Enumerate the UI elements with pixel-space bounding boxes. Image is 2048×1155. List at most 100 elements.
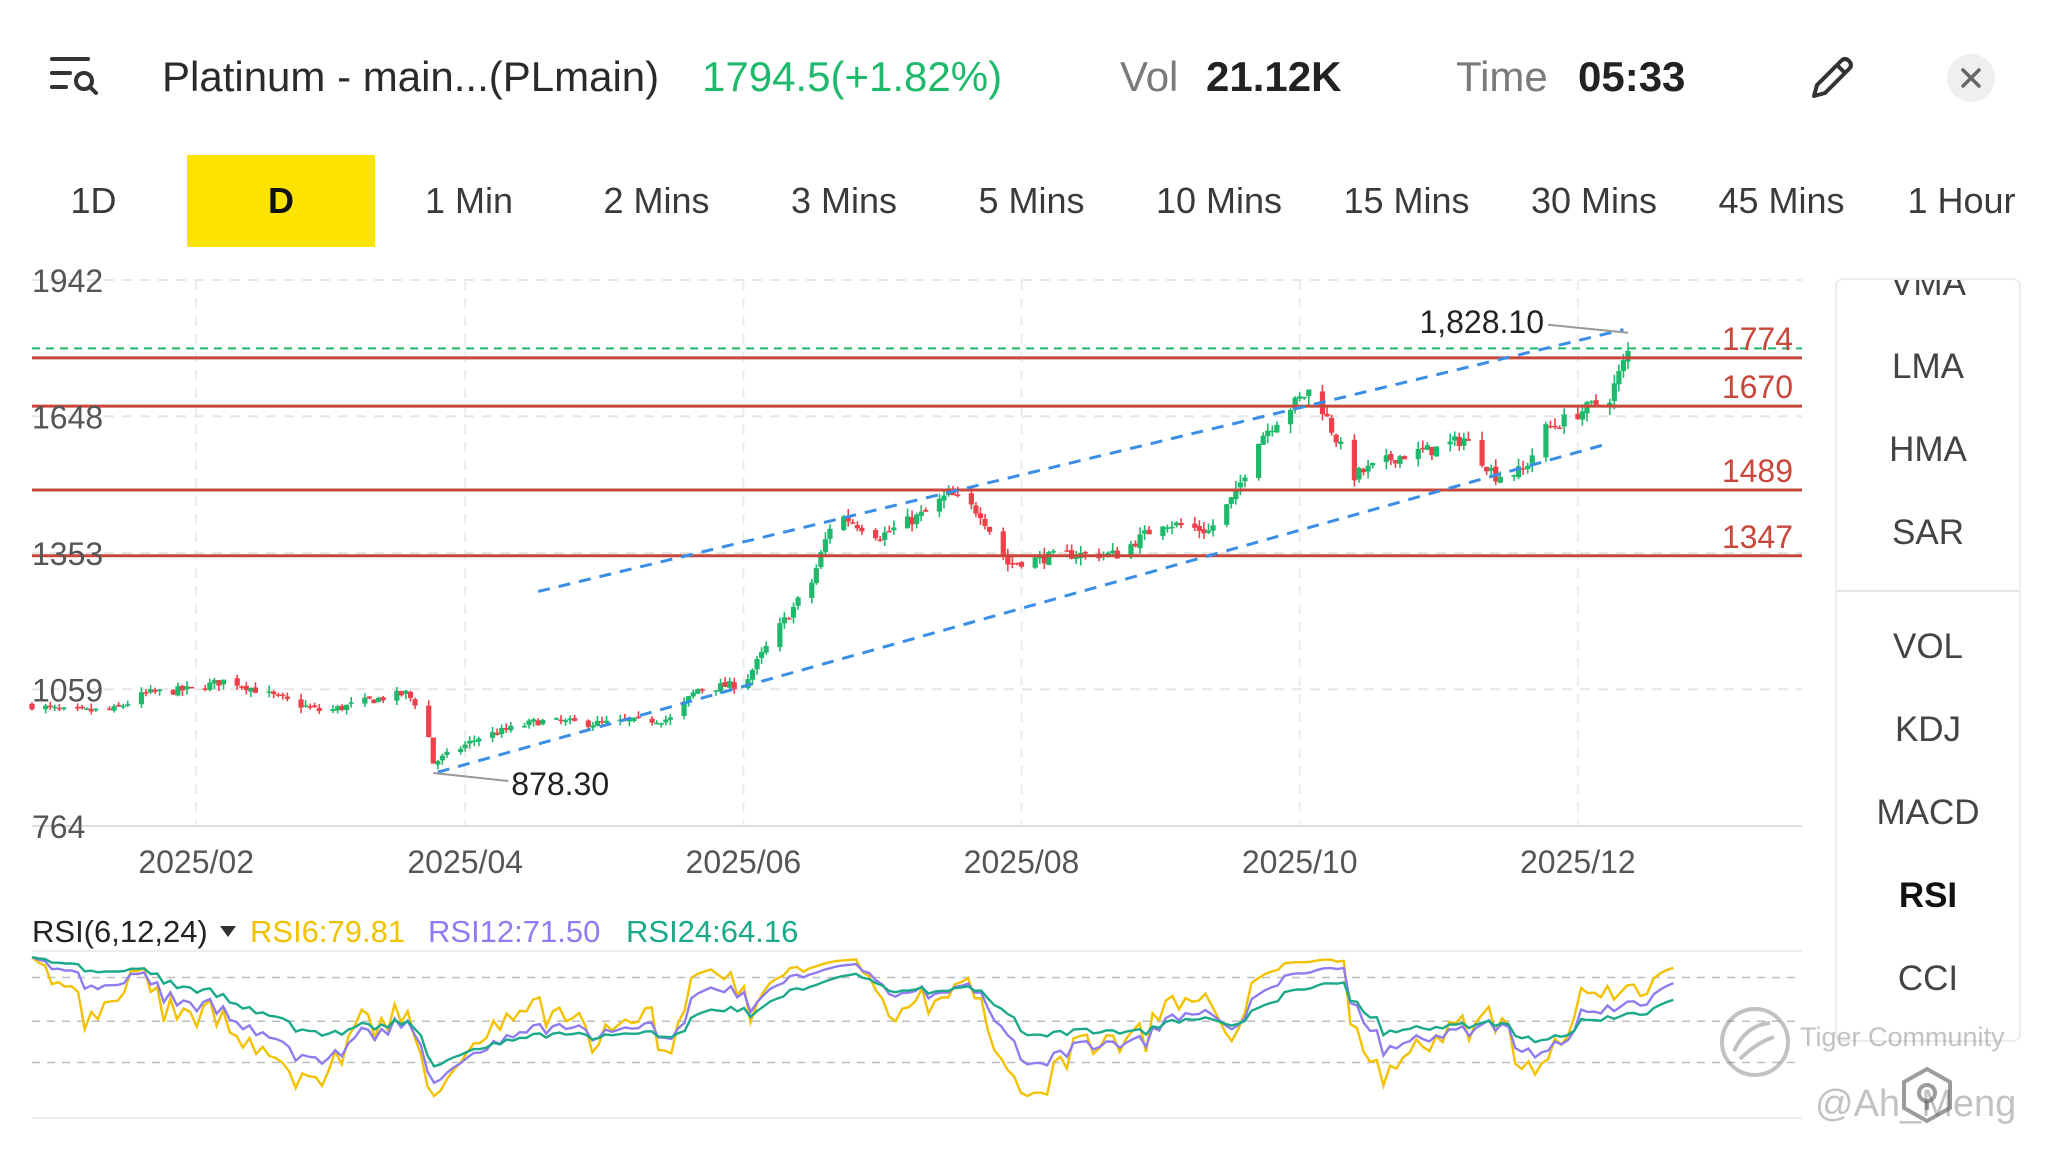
candle-body	[1137, 534, 1143, 549]
candle-body	[1132, 543, 1139, 547]
candle-body	[1401, 456, 1408, 460]
candle-body	[690, 692, 696, 697]
tab-5-mins[interactable]: 5 Mins	[978, 180, 1085, 221]
candle-body	[1160, 526, 1166, 536]
indicator-vma[interactable]: VMA	[1890, 278, 1966, 303]
support-label: 1489	[1722, 453, 1793, 489]
panel-divider	[1837, 590, 2019, 592]
tab-3-mins[interactable]: 3 Mins	[790, 180, 898, 221]
candle-body	[1557, 427, 1563, 430]
candle-body	[284, 696, 290, 699]
tab-1d[interactable]: 1D	[70, 180, 117, 221]
rsi-24-line	[31, 956, 1674, 1068]
watermark-author: @Ah_Meng	[1815, 1083, 2017, 1125]
candle-body	[1173, 522, 1180, 526]
candle-body	[599, 721, 605, 723]
candle-body	[1543, 424, 1549, 458]
candle-body	[1452, 436, 1458, 441]
candle-body	[795, 597, 801, 606]
candle-body	[1000, 531, 1006, 556]
pencil-icon[interactable]	[1806, 52, 1858, 104]
tab-d[interactable]: D	[187, 155, 375, 247]
tab-30-mins[interactable]: 30 Mins	[1530, 180, 1658, 221]
candle-body	[1607, 402, 1613, 407]
candle-body	[1110, 550, 1116, 554]
candle-body	[75, 707, 81, 709]
candle-body	[936, 498, 943, 512]
tab-1-hour[interactable]: 1 Hour	[1907, 180, 2016, 221]
candle-body	[499, 727, 505, 735]
candle-body	[1009, 563, 1015, 565]
candle-body	[521, 725, 528, 728]
candle-body	[1520, 468, 1526, 470]
x-tick-label: 2025/12	[1520, 844, 1636, 880]
rsi-legend-rsi12: RSI12:71.50	[428, 914, 600, 949]
candle-body	[79, 706, 85, 709]
candle-body	[1561, 414, 1567, 427]
support-label: 1774	[1722, 321, 1793, 357]
indicator-rsi[interactable]: RSI	[1898, 876, 1958, 915]
indicator-lma[interactable]: LMA	[1892, 347, 1964, 386]
candle-body	[1256, 444, 1262, 478]
tab-1-min[interactable]: 1 Min	[424, 180, 514, 221]
y-tick-label: 1353	[32, 536, 103, 572]
time-value: 05:33	[1578, 53, 1686, 100]
candle-body	[330, 709, 336, 712]
candle-body	[713, 690, 719, 692]
candle-body	[1511, 475, 1517, 477]
candle-body	[47, 705, 53, 708]
candle-body	[189, 686, 195, 689]
indicator-hma[interactable]: HMA	[1889, 430, 1967, 469]
candle-body	[1579, 411, 1585, 420]
indicator-cci[interactable]: CCI	[1897, 959, 1959, 998]
candle-body	[854, 525, 860, 529]
candle-body	[754, 658, 760, 670]
candle-body	[394, 690, 400, 701]
candle-body	[1465, 439, 1471, 441]
close-icon[interactable]	[1947, 54, 1995, 102]
candle-body	[1324, 413, 1330, 417]
candle-body	[88, 708, 94, 712]
candle-body	[626, 719, 632, 722]
candle-body	[467, 740, 473, 744]
candle-body	[1233, 488, 1239, 500]
x-tick-label: 2025/10	[1242, 844, 1358, 880]
support-label: 1347	[1722, 519, 1793, 555]
indicator-vol[interactable]: VOL	[1892, 627, 1964, 666]
candle-body	[973, 505, 979, 514]
indicator-sar[interactable]: SAR	[1892, 513, 1964, 552]
candle-body	[968, 493, 974, 505]
candle-body	[1351, 439, 1357, 481]
candle-body	[234, 678, 240, 686]
candle-body	[1082, 552, 1088, 554]
candle-body	[1625, 350, 1631, 362]
y-tick-label: 1059	[32, 672, 103, 708]
candle-body	[1415, 448, 1421, 460]
candle-body	[266, 691, 272, 693]
candle-body	[1479, 440, 1485, 466]
candle-body	[334, 706, 341, 711]
candle-body	[403, 690, 409, 694]
indicator-macd[interactable]: MACD	[1876, 793, 1980, 832]
candle-body	[594, 720, 601, 726]
list-search-icon[interactable]	[48, 54, 100, 100]
tab-2-mins[interactable]: 2 Mins	[603, 180, 710, 221]
candle-body	[175, 686, 181, 696]
candle-body	[1333, 434, 1339, 443]
candle-body	[239, 686, 245, 689]
candle-body	[1146, 529, 1152, 535]
tab-10-mins[interactable]: 10 Mins	[1155, 180, 1283, 221]
candle-body	[1433, 446, 1440, 457]
candle-body	[1269, 430, 1275, 433]
vol-label: Vol	[1120, 53, 1179, 100]
candle-body	[822, 539, 829, 552]
tab-15-mins[interactable]: 15 Mins	[1343, 180, 1470, 221]
candle-body	[1205, 530, 1212, 533]
tab-45-mins[interactable]: 45 Mins	[1718, 180, 1845, 221]
indicator-kdj[interactable]: KDJ	[1894, 710, 1962, 749]
candle-body	[216, 680, 222, 686]
candle-body	[1265, 430, 1271, 437]
candle-body	[1360, 468, 1367, 473]
candle-body	[1196, 525, 1202, 532]
